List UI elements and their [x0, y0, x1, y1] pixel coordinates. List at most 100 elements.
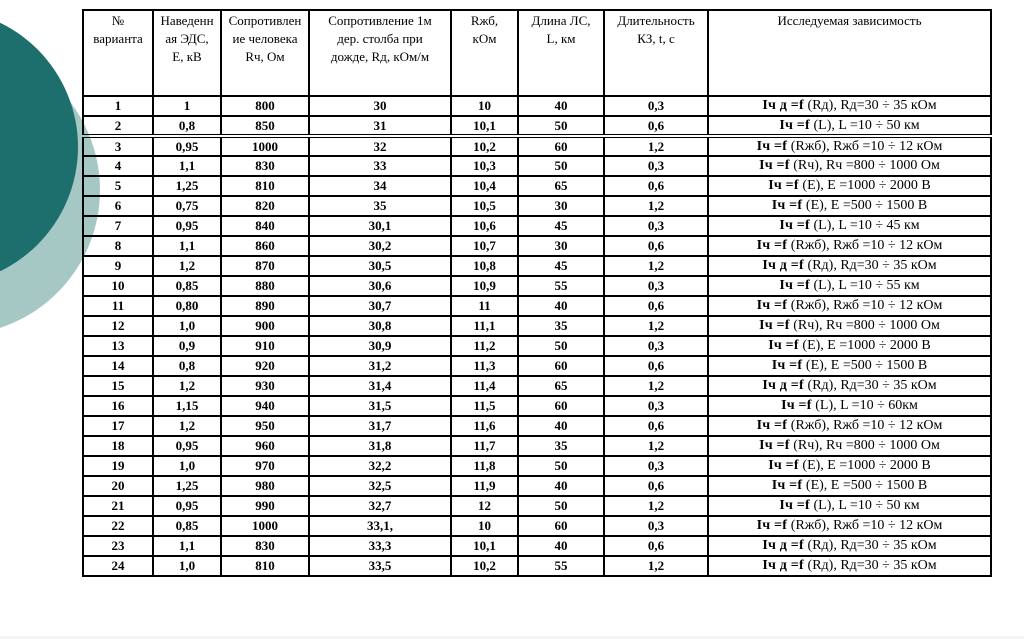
- cell-human-resistance: 1000: [220, 515, 310, 537]
- header-human-resistance: Сопротивлен ие человека Rч, Ом: [220, 9, 310, 97]
- dependency-range: (Rд), Rд=30 ÷ 35 кОм: [807, 558, 937, 573]
- cell-line-length: 60: [517, 134, 605, 157]
- table-row: 22 0,85 1000 33,1, 10 60 0,3 Iч =f (Rжб),…: [82, 515, 992, 537]
- cell-human-resistance: 880: [220, 275, 310, 297]
- dependency-range: (Rд), Rд=30 ÷ 35 кОм: [807, 378, 937, 393]
- cell-rzhb: 12: [450, 495, 519, 517]
- cell-studied-dependency: Iч =f (Rжб), Rжб =10 ÷ 12 кОм: [707, 415, 992, 437]
- cell-rzhb: 10,1: [450, 115, 519, 137]
- dependency-function: Iч д =f: [762, 98, 804, 113]
- table-row: 21 0,95 990 32,7 12 50 1,2 Iч =f (L), L =…: [82, 495, 992, 517]
- cell-pole-resistance: 31,7: [308, 415, 452, 437]
- dependency-range: (E), E =1000 ÷ 2000 В: [802, 458, 931, 473]
- dependency-function: Iч =f: [756, 138, 788, 154]
- cell-pole-resistance: 32,5: [308, 475, 452, 497]
- dependency-range: (L), L =10 ÷ 45 км: [813, 218, 920, 233]
- cell-induced-emf: 1: [152, 95, 222, 117]
- header-studied-dependency: Исследуемая зависимость: [707, 9, 992, 97]
- dependency-function: Iч =f: [759, 438, 790, 453]
- cell-induced-emf: 1,2: [152, 255, 222, 277]
- cell-rzhb: 10,7: [450, 235, 519, 257]
- cell-human-resistance: 840: [220, 215, 310, 237]
- cell-line-length: 60: [517, 395, 605, 417]
- cell-studied-dependency: Iч д =f (Rд), Rд=30 ÷ 35 кОм: [707, 375, 992, 397]
- cell-variant-number: 2: [82, 115, 154, 137]
- cell-line-length: 60: [517, 355, 605, 377]
- dependency-range: (Rч), Rч =800 ÷ 1000 Ом: [793, 158, 940, 173]
- cell-induced-emf: 1,15: [152, 395, 222, 417]
- cell-short-circuit-duration: 1,2: [603, 375, 709, 397]
- cell-pole-resistance: 32: [308, 134, 452, 157]
- cell-variant-number: 8: [82, 235, 154, 257]
- cell-studied-dependency: Iч д =f (Rд), Rд=30 ÷ 35 кОм: [707, 535, 992, 557]
- cell-variant-number: 12: [82, 315, 154, 337]
- dependency-range: (E), E =500 ÷ 1500 В: [805, 478, 928, 493]
- cell-variant-number: 1: [82, 95, 154, 117]
- dependency-function: Iч =f: [756, 418, 788, 433]
- table-row: 18 0,95 960 31,8 11,7 35 1,2 Iч =f (Rч), …: [82, 435, 992, 457]
- cell-pole-resistance: 30,7: [308, 295, 452, 317]
- cell-studied-dependency: Iч =f (Rч), Rч =800 ÷ 1000 Ом: [707, 155, 992, 177]
- cell-short-circuit-duration: 0,6: [603, 235, 709, 257]
- cell-studied-dependency: Iч =f (L), L =10 ÷ 55 км: [707, 275, 992, 297]
- dependency-function: Iч =f: [768, 178, 799, 193]
- cell-induced-emf: 1,1: [152, 235, 222, 257]
- cell-pole-resistance: 31: [308, 115, 452, 137]
- dependency-range: (E), E =1000 ÷ 2000 В: [802, 178, 931, 193]
- cell-studied-dependency: Iч =f (Rжб), Rжб =10 ÷ 12 кОм: [707, 515, 992, 537]
- cell-variant-number: 23: [82, 535, 154, 557]
- cell-variant-number: 10: [82, 275, 154, 297]
- dependency-function: Iч =f: [756, 518, 788, 533]
- cell-induced-emf: 0,85: [152, 275, 222, 297]
- cell-human-resistance: 820: [220, 195, 310, 217]
- table-row: 3 0,95 1000 32 10,2 60 1,2 Iч =f (Rжб), R…: [82, 134, 992, 157]
- dependency-function: Iч д =f: [762, 378, 804, 393]
- dependency-range: (E), E =1000 ÷ 2000 В: [802, 338, 931, 353]
- cell-line-length: 40: [517, 295, 605, 317]
- cell-pole-resistance: 31,4: [308, 375, 452, 397]
- dependency-range: (Rжб), Rжб =10 ÷ 12 кОм: [790, 298, 943, 313]
- cell-variant-number: 16: [82, 395, 154, 417]
- dependency-function: Iч =f: [756, 238, 788, 253]
- dependency-range: (Rжб), Rжб =10 ÷ 12 кОм: [790, 418, 943, 433]
- table-row: 8 1,1 860 30,2 10,7 30 0,6 Iч =f (Rжб), R…: [82, 235, 992, 257]
- dependency-function: Iч д =f: [762, 258, 804, 273]
- cell-variant-number: 4: [82, 155, 154, 177]
- table-row: 16 1,15 940 31,5 11,5 60 0,3 Iч =f (L), L…: [82, 395, 992, 417]
- cell-variant-number: 22: [82, 515, 154, 537]
- cell-human-resistance: 990: [220, 495, 310, 517]
- cell-pole-resistance: 35: [308, 195, 452, 217]
- cell-short-circuit-duration: 0,3: [603, 95, 709, 117]
- cell-pole-resistance: 33,1,: [308, 515, 452, 537]
- table-row: 24 1,0 810 33,5 10,2 55 1,2 Iч д =f (Rд),…: [82, 555, 992, 577]
- cell-rzhb: 11,2: [450, 335, 519, 357]
- cell-short-circuit-duration: 1,2: [603, 255, 709, 277]
- header-pole-resistance: Сопротивление 1м дер. столба при дожде, …: [308, 9, 452, 97]
- dependency-range: (Rд), Rд=30 ÷ 35 кОм: [807, 258, 937, 273]
- cell-human-resistance: 800: [220, 95, 310, 117]
- cell-rzhb: 11,8: [450, 455, 519, 477]
- dependency-range: (Rд), Rд=30 ÷ 35 кОм: [807, 98, 937, 113]
- header-row: № варианта Наведенн ая ЭДС, Е, кВ Сопрот…: [82, 9, 992, 97]
- cell-human-resistance: 920: [220, 355, 310, 377]
- cell-variant-number: 17: [82, 415, 154, 437]
- cell-rzhb: 11,9: [450, 475, 519, 497]
- cell-studied-dependency: Iч д =f (Rд), Rд=30 ÷ 35 кОм: [707, 555, 992, 577]
- cell-short-circuit-duration: 0,3: [603, 215, 709, 237]
- header-line-length: Длина ЛС, L, км: [517, 9, 605, 97]
- dependency-range: (Rч), Rч =800 ÷ 1000 Ом: [793, 438, 940, 453]
- cell-short-circuit-duration: 1,2: [603, 134, 709, 157]
- cell-human-resistance: 980: [220, 475, 310, 497]
- dependency-function: Iч =f: [759, 318, 790, 333]
- dependency-function: Iч =f: [781, 398, 812, 413]
- dependency-function: Iч =f: [756, 298, 788, 313]
- cell-rzhb: 10,8: [450, 255, 519, 277]
- cell-short-circuit-duration: 0,6: [603, 115, 709, 137]
- cell-human-resistance: 830: [220, 535, 310, 557]
- cell-line-length: 45: [517, 215, 605, 237]
- cell-line-length: 55: [517, 275, 605, 297]
- cell-short-circuit-duration: 0,6: [603, 535, 709, 557]
- header-rzhb: Rжб, кОм: [450, 9, 519, 97]
- cell-pole-resistance: 33,3: [308, 535, 452, 557]
